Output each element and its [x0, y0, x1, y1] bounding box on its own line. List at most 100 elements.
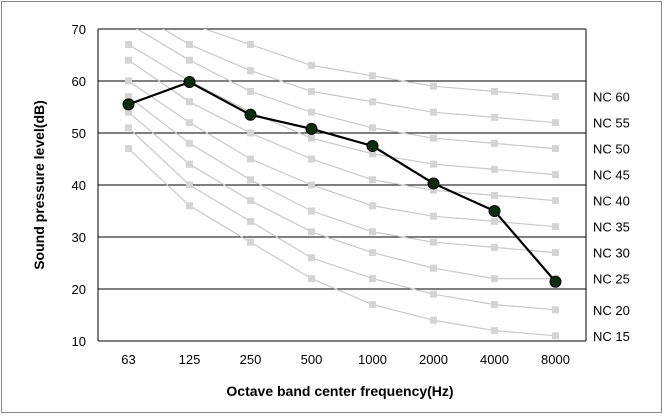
- nc-curve-marker: [247, 176, 254, 184]
- nc-curve-labels: NC 15 NC 20 NC 25 NC 30 NC 35 NC 40 NC 45 NC 50…: [593, 90, 630, 344]
- measured-point: [305, 122, 318, 135]
- nc-curve-marker: [552, 223, 559, 231]
- nc-curve-marker: [125, 108, 132, 116]
- nc-curve-marker: [491, 275, 498, 283]
- nc-curve-marker: [491, 113, 498, 121]
- nc-curve-marker: [125, 56, 132, 64]
- y-tick-label: 30: [72, 230, 86, 245]
- nc-curve-marker: [491, 217, 498, 225]
- nc-curve-marker: [369, 176, 376, 184]
- nc-curve-marker: [186, 181, 193, 189]
- x-tick-labels: 63 125 250 500 1000 2000 4000 8000: [121, 352, 570, 367]
- measured-point: [488, 205, 501, 217]
- nc-curve-line: [128, 148, 556, 337]
- x-tick-label: 1000: [358, 352, 387, 367]
- nc-curve-label: NC 15: [593, 329, 630, 344]
- nc-curve-marker: [491, 139, 498, 147]
- nc-curve-line: [128, 96, 556, 254]
- y-tick-label: 10: [72, 334, 86, 349]
- nc-curve-marker: [369, 72, 376, 80]
- nc-curve-marker: [491, 165, 498, 173]
- nc-curve-marker: [186, 139, 193, 147]
- y-tick-label: 20: [72, 282, 86, 297]
- x-tick-label: 4000: [480, 352, 509, 367]
- nc-curve-marker: [125, 124, 132, 132]
- measured-line: [128, 80, 557, 283]
- y-tick-labels: 10 20 30 40 50 60 70: [72, 22, 86, 349]
- nc-curve-marker: [491, 243, 498, 251]
- nc-curve-marker: [369, 124, 376, 132]
- nc-curve-marker: [430, 82, 437, 90]
- nc-curve-marker: [369, 98, 376, 106]
- measured-point: [122, 98, 135, 111]
- nc-curve-marker: [125, 93, 132, 101]
- nc-curve-marker: [552, 306, 559, 314]
- x-tick-label: 63: [121, 352, 135, 367]
- nc-curve-marker: [186, 98, 193, 106]
- nc-curve-line: [128, 127, 556, 311]
- x-tick-label: 500: [301, 352, 323, 367]
- x-tick-label: 125: [179, 352, 201, 367]
- nc-curves: [125, 29, 559, 340]
- nc-curve-marker: [430, 134, 437, 142]
- nc-curve-label: NC 30: [593, 246, 630, 261]
- nc-curve-marker: [186, 41, 193, 49]
- nc-curve-marker: [430, 212, 437, 220]
- nc-curve-marker: [308, 275, 315, 283]
- nc-curve-marker: [491, 191, 498, 199]
- nc-curve-marker: [369, 202, 376, 210]
- nc-curve-marker: [125, 77, 132, 85]
- measured-point: [427, 177, 440, 190]
- nc-curve-marker: [552, 197, 559, 205]
- measured-point: [183, 76, 196, 89]
- x-tick-label: 250: [240, 352, 262, 367]
- measured-point: [549, 275, 562, 288]
- nc-curve-marker: [308, 181, 315, 189]
- nc-curve-marker: [491, 327, 498, 335]
- nc-curve-marker: [247, 155, 254, 163]
- nc-curve-marker: [369, 301, 376, 309]
- nc-curve-line: [136, 29, 556, 150]
- nc-curve-marker: [552, 171, 559, 179]
- nc-curve-label: NC 40: [593, 194, 630, 209]
- nc-curve-marker: [247, 129, 254, 137]
- nc-curve-marker: [186, 119, 193, 127]
- nc-curve-marker: [247, 197, 254, 205]
- nc-curve-marker: [186, 160, 193, 168]
- nc-curve-marker: [125, 41, 132, 49]
- nc-curve-marker: [247, 238, 254, 246]
- nc-curve-marker: [430, 160, 437, 168]
- nc-curve-marker: [247, 87, 254, 95]
- nc-curve-line: [162, 29, 556, 124]
- nc-curve-marker: [308, 87, 315, 95]
- nc-curve-marker: [430, 108, 437, 116]
- nc-curve-label: NC 35: [593, 220, 630, 235]
- x-axis-title: Octave band center frequency(Hz): [226, 383, 453, 399]
- nc-curve-line: [128, 59, 556, 202]
- nc-curve-marker: [247, 41, 254, 49]
- nc-curve-marker: [430, 316, 437, 324]
- nc-curve-marker: [247, 217, 254, 225]
- nc-curve-label: NC 45: [593, 168, 630, 183]
- nc-curve-marker: [308, 207, 315, 215]
- nc-curve-marker: [491, 87, 498, 95]
- nc-curve-marker: [552, 93, 559, 101]
- y-tick-label: 70: [72, 22, 86, 37]
- gridlines: [97, 28, 587, 342]
- nc-curve-marker: [430, 186, 437, 194]
- nc-curve-marker: [369, 249, 376, 257]
- nc-curve-marker: [308, 61, 315, 69]
- y-axis-title: Sound pressure level(dB): [31, 100, 47, 270]
- nc-curve-label: NC 20: [593, 303, 630, 318]
- measured-point: [244, 108, 257, 121]
- nc-curve-marker: [430, 238, 437, 246]
- nc-curve-line: [128, 44, 556, 176]
- x-tick-label: 2000: [419, 352, 448, 367]
- nc-curve-marker: [552, 332, 559, 340]
- nc-curve-marker: [552, 119, 559, 127]
- nc-curve-marker: [491, 301, 498, 309]
- y-tick-label: 60: [72, 74, 86, 89]
- nc-curve-label: NC 60: [593, 90, 630, 105]
